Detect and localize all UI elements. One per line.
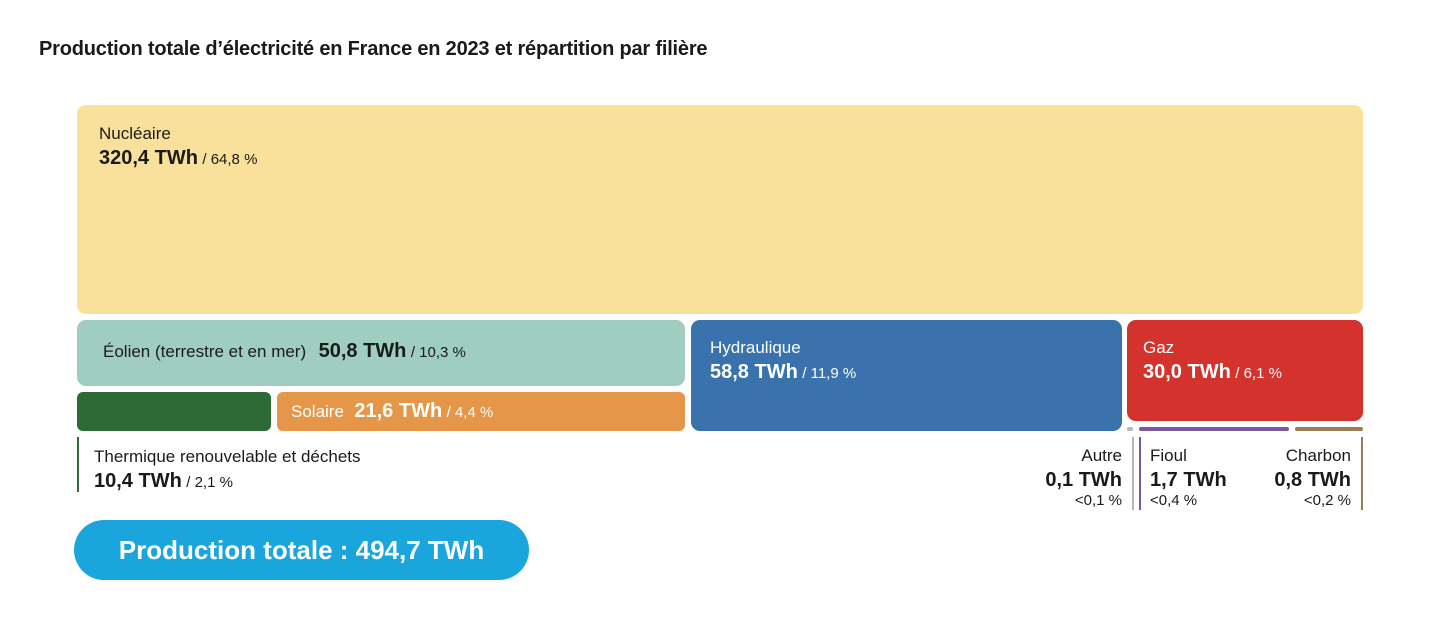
hydraulique-value: 58,8 TWh [710,361,798,383]
fioul-name: Fioul [1150,446,1187,465]
thermique-name: Thermique renouvelable et déchets [94,447,361,466]
charbon-name: Charbon [1285,446,1351,465]
tile-hydraulique [691,320,1122,431]
gaz-value: 30,0 TWh [1143,361,1231,383]
leader-autre [1132,437,1134,510]
label-charbon: Charbon 0,8 TWh <0,2 % [1274,446,1351,509]
hydraulique-name: Hydraulique [710,338,801,357]
fioul-pct: <0,4 % [1150,492,1198,509]
label-solaire: Solaire 21,6 TWh / 4,4 % [291,400,493,423]
tile-autre [1127,427,1133,431]
fioul-value: 1,7 TWh [1150,469,1227,491]
eolien-name: Éolien (terrestre et en mer) [103,342,307,361]
tile-eolien [77,320,685,386]
label-eolien: Éolien (terrestre et en mer) 50,8 TWh / … [103,340,466,363]
thermique-pct: / 2,1 % [186,474,233,491]
autre-value: 0,1 TWh [1045,469,1122,491]
label-nucleaire: Nucléaire 320,4 TWh / 64,8 % [99,124,257,170]
leader-thermique [77,437,79,492]
label-gaz: Gaz 30,0 TWh / 6,1 % [1143,338,1282,384]
leader-charbon [1361,437,1363,510]
tile-nucleaire [77,105,1363,314]
tile-solaire [277,392,685,431]
tile-fioul [1139,427,1289,431]
charbon-pct: <0,2 % [1303,492,1351,509]
autre-pct: <0,1 % [1074,492,1122,509]
solaire-pct: / 4,4 % [446,404,494,421]
autre-name: Autre [1081,446,1122,465]
tile-gaz [1127,320,1363,421]
label-autre: Autre 0,1 TWh <0,1 % [1045,446,1122,509]
nucleaire-pct: / 64,8 % [202,151,258,168]
nucleaire-value: 320,4 TWh [99,147,198,169]
leader-fioul [1139,437,1141,510]
total-production-badge: Production totale : 494,7 TWh [74,520,529,580]
nucleaire-name: Nucléaire [99,124,171,143]
tile-thermique [77,392,271,431]
gaz-name: Gaz [1143,338,1175,357]
tile-charbon [1295,427,1363,431]
label-thermique: Thermique renouvelable et déchets 10,4 T… [94,447,361,493]
eolien-value: 50,8 TWh [318,340,407,362]
chart-title: Production totale d’électricité en Franc… [39,38,708,60]
hydraulique-pct: / 11,9 % [802,365,857,382]
label-hydraulique: Hydraulique 58,8 TWh / 11,9 % [710,338,856,384]
solaire-value: 21,6 TWh [354,400,443,422]
solaire-name: Solaire [291,402,344,421]
eolien-pct: / 10,3 % [410,344,466,361]
thermique-value: 10,4 TWh [94,470,182,492]
label-fioul: Fioul 1,7 TWh <0,4 % [1150,446,1227,509]
charbon-value: 0,8 TWh [1274,469,1351,491]
gaz-pct: / 6,1 % [1235,365,1282,382]
